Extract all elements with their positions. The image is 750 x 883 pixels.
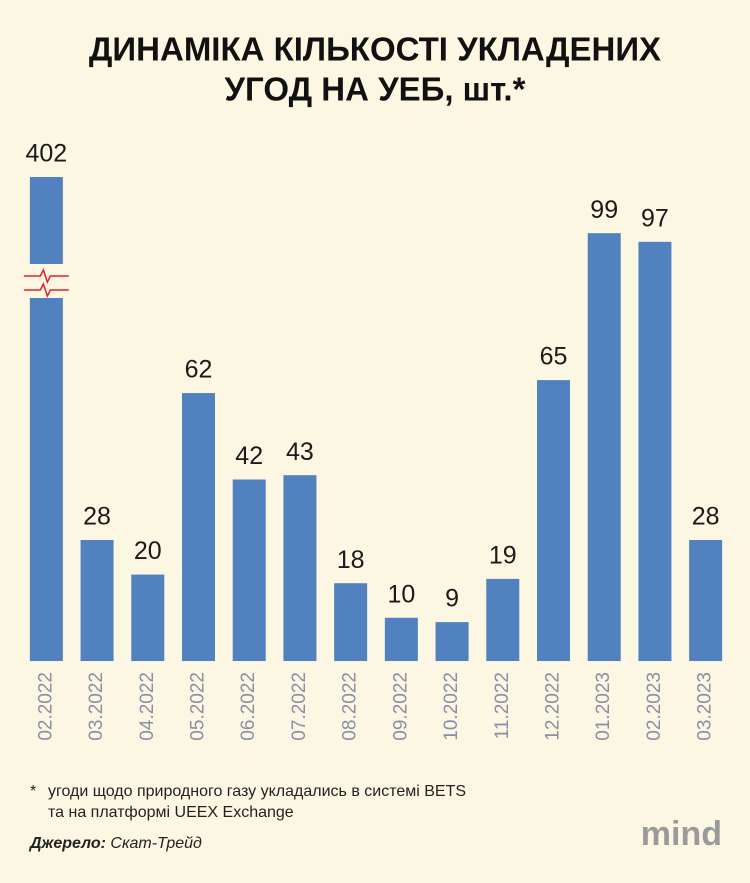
bar	[80, 540, 114, 661]
value-label: 19	[489, 542, 517, 570]
footnote: та на платформі UEEX Exchange	[48, 804, 294, 821]
value-label: 62	[185, 356, 213, 384]
bar	[435, 622, 469, 661]
value-label: 65	[540, 343, 568, 371]
bar	[587, 233, 621, 661]
x-tick-label: 06.2022	[238, 672, 259, 741]
bar	[638, 241, 672, 662]
value-label: 20	[134, 537, 162, 565]
source-text: Скат-Трейд	[110, 835, 202, 852]
value-label: 42	[235, 442, 263, 470]
bar	[283, 475, 317, 661]
bar	[537, 380, 570, 661]
value-label: 28	[692, 503, 720, 531]
axis-break-mark	[23, 268, 69, 284]
source: Джерело: Скат-Трейд	[28, 835, 202, 852]
footnote: угоди щодо природного газу укладались в …	[48, 783, 466, 800]
source-label: Джерело:	[28, 835, 106, 852]
bar	[486, 578, 520, 661]
value-label: 9	[445, 585, 459, 613]
value-label: 402	[25, 140, 67, 168]
bar	[689, 540, 723, 661]
bar	[29, 177, 63, 661]
chart-title: УГОД НА УЕБ, шт.*	[225, 71, 526, 108]
bar	[232, 479, 266, 661]
x-tick-label: 04.2022	[137, 672, 158, 741]
value-label: 28	[83, 503, 111, 531]
x-tick-label: 03.2023	[695, 672, 716, 741]
value-label: 99	[590, 196, 618, 224]
value-label: 43	[286, 438, 314, 466]
value-label: 10	[387, 580, 415, 608]
value-label: 18	[337, 546, 365, 574]
x-tick-label: 01.2023	[593, 672, 614, 741]
footnote-marker: *	[30, 783, 36, 800]
x-tick-label: 02.2023	[644, 672, 665, 741]
bar	[131, 574, 165, 661]
chart-title: ДИНАМІКА КІЛЬКОСТІ УКЛАДЕНИХ	[89, 31, 661, 68]
x-tick-label: 09.2022	[390, 672, 411, 741]
axis-break-mark	[23, 282, 69, 298]
x-tick-label: 03.2022	[86, 672, 107, 741]
x-tick-label: 10.2022	[441, 672, 462, 741]
bar	[182, 393, 215, 661]
x-tick-label: 08.2022	[340, 672, 361, 741]
value-label: 97	[641, 204, 669, 232]
x-tick-label: 11.2022	[492, 672, 513, 739]
x-tick-label: 02.2022	[35, 672, 56, 741]
logo: mind	[641, 815, 722, 853]
bar	[384, 617, 418, 661]
x-tick-label: 05.2022	[188, 672, 209, 741]
bar	[334, 583, 368, 661]
x-tick-label: 07.2022	[289, 672, 310, 741]
x-tick-label: 12.2022	[543, 672, 564, 741]
